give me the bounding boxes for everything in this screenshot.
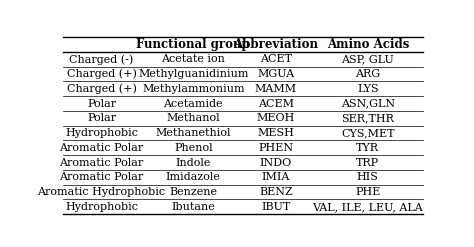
Text: Benzene: Benzene — [169, 187, 218, 197]
Text: Polar: Polar — [87, 99, 116, 109]
Text: Charged (+): Charged (+) — [66, 69, 137, 79]
Text: ACET: ACET — [260, 54, 292, 64]
Text: MGUA: MGUA — [257, 69, 294, 79]
Text: Imidazole: Imidazole — [166, 172, 221, 182]
Text: HIS: HIS — [357, 172, 379, 182]
Text: Acetamide: Acetamide — [164, 99, 223, 109]
Text: Polar: Polar — [87, 113, 116, 123]
Text: ASN,GLN: ASN,GLN — [341, 99, 395, 109]
Text: MAMM: MAMM — [255, 84, 297, 94]
Text: MESH: MESH — [257, 128, 294, 138]
Text: TYR: TYR — [356, 143, 379, 153]
Text: Phenol: Phenol — [174, 143, 213, 153]
Text: Charged (+): Charged (+) — [66, 83, 137, 94]
Text: VAL, ILE, LEU, ALA: VAL, ILE, LEU, ALA — [312, 202, 423, 212]
Text: Methylammonium: Methylammonium — [142, 84, 245, 94]
Text: Functional group: Functional group — [137, 38, 250, 51]
Text: INDO: INDO — [260, 158, 292, 167]
Text: Hydrophobic: Hydrophobic — [65, 202, 138, 212]
Text: Methylguanidinium: Methylguanidinium — [138, 69, 248, 79]
Text: ASP, GLU: ASP, GLU — [341, 54, 394, 64]
Text: IBUT: IBUT — [261, 202, 291, 212]
Text: MEOH: MEOH — [257, 113, 295, 123]
Text: Aromatic Polar: Aromatic Polar — [59, 158, 144, 167]
Text: Ibutane: Ibutane — [172, 202, 215, 212]
Text: TRP: TRP — [356, 158, 379, 167]
Text: Acetate ion: Acetate ion — [161, 54, 225, 64]
Text: Amino Acids: Amino Acids — [327, 38, 409, 51]
Text: IMIA: IMIA — [262, 172, 290, 182]
Text: Aromatic Polar: Aromatic Polar — [59, 172, 144, 182]
Text: ACEM: ACEM — [258, 99, 294, 109]
Text: ARG: ARG — [355, 69, 381, 79]
Text: Hydrophobic: Hydrophobic — [65, 128, 138, 138]
Text: Abbreviation: Abbreviation — [234, 38, 319, 51]
Text: Indole: Indole — [176, 158, 211, 167]
Text: LYS: LYS — [357, 84, 379, 94]
Text: PHE: PHE — [355, 187, 381, 197]
Text: Aromatic Polar: Aromatic Polar — [59, 143, 144, 153]
Text: PHEN: PHEN — [258, 143, 293, 153]
Text: CYS,MET: CYS,MET — [341, 128, 394, 138]
Text: Charged (-): Charged (-) — [69, 54, 134, 65]
Text: BENZ: BENZ — [259, 187, 293, 197]
Text: SER,THR: SER,THR — [341, 113, 394, 123]
Text: Methanethiol: Methanethiol — [155, 128, 231, 138]
Text: Methanol: Methanol — [166, 113, 220, 123]
Text: Aromatic Hydrophobic: Aromatic Hydrophobic — [37, 187, 165, 197]
